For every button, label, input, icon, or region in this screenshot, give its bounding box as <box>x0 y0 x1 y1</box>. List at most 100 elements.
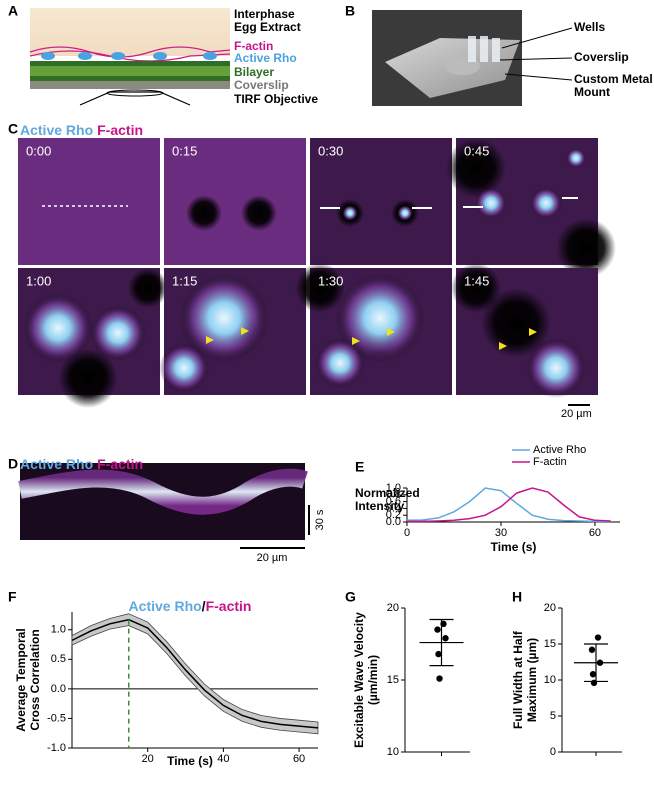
timestamp: 1:45 <box>464 273 489 288</box>
data-line <box>71 618 319 729</box>
data-point <box>594 634 602 641</box>
kymograph <box>18 463 310 549</box>
channel-legend: Active Rho F-actin <box>20 122 143 138</box>
diagram-label: Bilayer <box>234 65 274 79</box>
data-line <box>406 487 611 523</box>
timestamp: 0:15 <box>172 143 197 158</box>
arrowhead <box>387 328 395 336</box>
title-part: F-actin <box>206 598 252 614</box>
micrograph: 0:45 <box>446 138 616 278</box>
legend-entry: F-actin <box>97 456 143 472</box>
y-tick-label: 20 <box>387 602 399 614</box>
dark-region <box>58 348 118 408</box>
rho-wave <box>475 187 507 219</box>
arrowhead <box>499 342 507 350</box>
micrograph: 0:30 <box>310 138 452 265</box>
y-axis-label: Normalized <box>355 486 420 500</box>
y-tick-label: 1.0 <box>386 482 401 494</box>
diagram-label: TIRF Objective <box>234 92 318 106</box>
panel-letter: D <box>8 456 18 472</box>
legend-label: Active Rho <box>533 444 586 456</box>
dark-region <box>295 263 345 313</box>
data-point <box>434 626 441 633</box>
panel-letter: C <box>8 121 18 137</box>
legend-entry: F-actin <box>97 122 143 138</box>
x-tick-label: 60 <box>293 753 305 765</box>
dark-region <box>556 218 616 278</box>
panel-letter: F <box>8 589 17 605</box>
rho-wave <box>315 338 365 388</box>
title-part: / <box>202 598 206 614</box>
timestamp: 1:30 <box>318 273 343 288</box>
rho-wave <box>90 305 146 361</box>
timestamp: 1:15 <box>172 273 197 288</box>
y-tick-label: -1.0 <box>47 742 66 754</box>
data-line <box>407 487 611 523</box>
rho-wave <box>397 205 413 221</box>
rho-wave <box>530 187 562 219</box>
panel-letter: H <box>512 589 522 605</box>
x-tick-label: 20 <box>142 753 154 765</box>
time-scale-label: 30 s <box>314 509 326 530</box>
dark-region <box>241 195 277 231</box>
y-tick-label: 15 <box>387 674 399 686</box>
y-axis-label: Maximum (µm) <box>525 638 539 722</box>
legend-entry: Active Rho <box>20 456 93 472</box>
y-tick-label: -0.5 <box>47 712 66 724</box>
rho-wave <box>23 293 93 363</box>
timestamp: 0:45 <box>464 143 489 158</box>
data-point <box>589 671 597 678</box>
dark-region <box>481 288 551 358</box>
y-axis-label: (µm/min) <box>366 655 380 705</box>
micrograph: 0:15 <box>164 138 306 265</box>
diagram-label: Egg Extract <box>234 20 301 34</box>
dark-region <box>451 263 501 313</box>
data-point <box>588 646 596 653</box>
x-tick-label: 30 <box>495 527 507 539</box>
data-point <box>435 650 442 658</box>
micrograph: 1:15 <box>159 268 306 395</box>
timestamp: 1:00 <box>26 273 51 288</box>
y-axis-label: Cross Correlation <box>28 629 42 730</box>
rho-wave <box>526 338 586 398</box>
data-point <box>442 635 449 642</box>
arrowhead <box>352 337 360 345</box>
micrograph: 1:30 <box>295 263 452 395</box>
x-tick-label: 40 <box>217 753 229 765</box>
y-tick-label: 0.8 <box>386 489 401 501</box>
sd-bar <box>584 643 608 683</box>
micrograph: 1:45 <box>451 263 598 398</box>
micrograph: 0:00 <box>18 138 160 265</box>
x-axis-label: Time (s) <box>491 540 537 554</box>
y-tick-label: 0.0 <box>386 516 401 528</box>
photo-label: Custom Metal <box>574 72 653 86</box>
y-tick-label: 5 <box>550 710 556 722</box>
arrowhead <box>529 328 537 336</box>
timestamp: 0:30 <box>318 143 343 158</box>
rho-wave <box>159 343 209 393</box>
rho-wave <box>179 273 269 363</box>
y-tick-label: 20 <box>544 602 556 614</box>
rho-wave <box>342 205 358 221</box>
chart-title: Active Rho/F-actin <box>129 598 252 614</box>
panel-letter: B <box>345 3 355 19</box>
y-tick-label: 0.6 <box>386 496 401 508</box>
channel-legend: Active Rho F-actin <box>20 456 143 472</box>
x-tick-label: 60 <box>589 527 601 539</box>
panel-letter: A <box>8 3 18 19</box>
dark-region <box>186 195 222 231</box>
legend-entry: Active Rho <box>20 122 93 138</box>
panel-letter: G <box>345 589 356 605</box>
photo-label: Coverslip <box>574 50 629 64</box>
micrograph-bg <box>310 138 452 265</box>
micrograph: 1:00 <box>18 268 168 408</box>
arrowhead <box>206 336 214 344</box>
y-tick-label: 15 <box>544 638 556 650</box>
x-tick-label: 0 <box>404 527 410 539</box>
y-axis-label: Average Temporal <box>14 628 28 731</box>
diagram-label: Coverslip <box>234 78 289 92</box>
data-point <box>436 675 443 682</box>
arrowhead <box>241 327 249 335</box>
y-tick-label: 10 <box>387 746 399 758</box>
legend-label: F-actin <box>533 456 567 468</box>
